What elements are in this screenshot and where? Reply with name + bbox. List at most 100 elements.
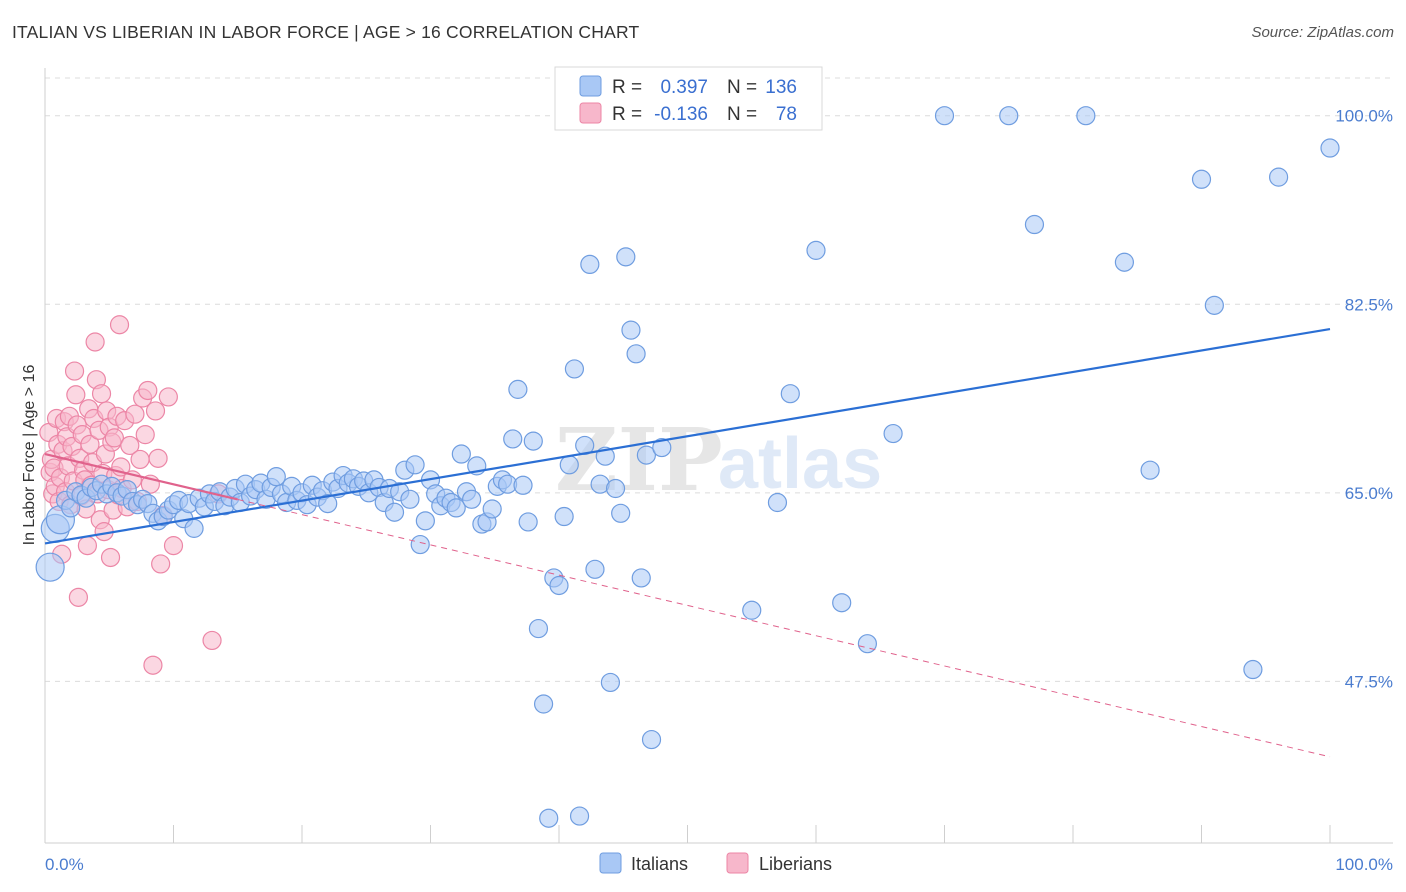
liberian-point (148, 448, 168, 468)
liberian-point (163, 536, 184, 556)
y-axis-label: In Labor Force | Age > 16 (21, 365, 38, 546)
italian-point (605, 478, 626, 499)
gridlines (45, 77, 1393, 682)
italian-point (533, 694, 554, 714)
liberian-point (120, 435, 140, 456)
italian-point (410, 534, 430, 555)
bottom-label-liberians: Liberians (759, 854, 832, 874)
italian-point (1243, 659, 1263, 680)
legend-r-value-italians: 0.397 (660, 77, 708, 98)
italian-point (611, 503, 631, 523)
stats-legend: R = 0.397 N = 136 R = -0.136 N = 78 (554, 66, 823, 131)
bottom-swatch-italians (599, 852, 622, 874)
italian-point (616, 247, 636, 267)
liberian-point (125, 404, 145, 424)
x-tick-label-min: 0.0% (45, 855, 84, 874)
italian-point (631, 568, 651, 588)
y-tick-label: 47.5% (1345, 672, 1393, 691)
liberian-point (135, 425, 155, 445)
bottom-label-italians: Italians (631, 854, 688, 874)
italian-point (539, 808, 559, 828)
tick-labels: 47.5% 65.0% 82.5% 100.0% 0.0% 100.0% (45, 107, 1393, 874)
legend-r-label-italians: R = (612, 77, 642, 98)
italian-point (400, 489, 420, 509)
italian-point (652, 437, 672, 458)
watermark-atlas: atlas (718, 424, 882, 504)
italian-point (1076, 106, 1096, 126)
liberian-point (138, 380, 158, 401)
italian-point (266, 467, 286, 487)
italian-point (523, 431, 543, 451)
italian-point (503, 429, 523, 449)
italian-point (934, 106, 955, 126)
liberian-point (143, 655, 163, 675)
italians-trendline (44, 327, 1331, 545)
italian-point (384, 502, 405, 522)
italian-point (462, 489, 482, 509)
italian-point (518, 512, 538, 532)
italian-point (318, 493, 338, 514)
liberian-point (68, 587, 89, 607)
series-legend: Italians Liberians (599, 852, 832, 874)
legend-n-value-liberians: 78 (776, 104, 797, 125)
legend-n-label-liberians: N = (727, 104, 757, 125)
liberian-point (202, 630, 222, 651)
italian-point (184, 518, 204, 538)
x-tick-label-max: 100.0% (1335, 855, 1393, 874)
italian-point (999, 106, 1019, 126)
liberian-point (85, 332, 105, 352)
italian-point (1140, 460, 1160, 480)
italian-point (528, 618, 549, 639)
liberian-point (64, 361, 85, 381)
italian-point (1114, 252, 1135, 272)
trendlines (44, 327, 1331, 758)
italian-point (405, 455, 425, 475)
legend-swatch-liberians (579, 102, 602, 124)
italian-point (559, 455, 579, 475)
italian-point (513, 475, 533, 495)
italian-point (1024, 214, 1045, 235)
bottom-swatch-liberians (726, 852, 749, 874)
chart-title: ITALIAN VS LIBERIAN IN LABOR FORCE | AGE… (12, 22, 640, 42)
italian-point (446, 498, 466, 518)
liberian-point (145, 401, 166, 421)
italian-point (626, 344, 646, 364)
italian-point (569, 806, 590, 826)
liberian-point (109, 315, 130, 335)
liberian-point (151, 554, 171, 574)
italian-point (857, 634, 878, 654)
italian-point (35, 552, 65, 582)
italian-point (482, 499, 502, 519)
italian-point (1204, 295, 1224, 315)
liberian-point (91, 384, 112, 404)
italian-point (641, 729, 662, 750)
y-tick-label: 65.0% (1345, 484, 1393, 503)
italian-point (1320, 138, 1340, 158)
legend-n-label-italians: N = (727, 77, 757, 98)
italian-point (806, 240, 826, 260)
liberian-point (130, 449, 150, 470)
italian-point (636, 445, 656, 465)
liberian-point (100, 547, 121, 568)
y-tick-label: 82.5% (1345, 295, 1393, 314)
liberians-trendline-dashed (237, 498, 1331, 758)
legend-r-value-liberians: -0.136 (654, 104, 708, 125)
italian-point (832, 593, 852, 613)
italian-point (1268, 167, 1289, 187)
legend-n-value-italians: 136 (765, 77, 797, 98)
legend-r-label-liberians: R = (612, 104, 642, 125)
liberian-point (77, 536, 98, 556)
italian-point (600, 672, 621, 693)
italian-point (580, 254, 600, 275)
italian-point (585, 559, 605, 579)
italian-point (621, 320, 641, 340)
italian-point (780, 384, 800, 404)
legend-swatch-italians (579, 75, 602, 97)
italian-point (742, 600, 762, 620)
liberian-point (104, 428, 124, 448)
italian-point (1191, 169, 1212, 189)
italian-point (549, 575, 569, 596)
italian-point (564, 359, 585, 379)
italian-point (554, 506, 574, 527)
